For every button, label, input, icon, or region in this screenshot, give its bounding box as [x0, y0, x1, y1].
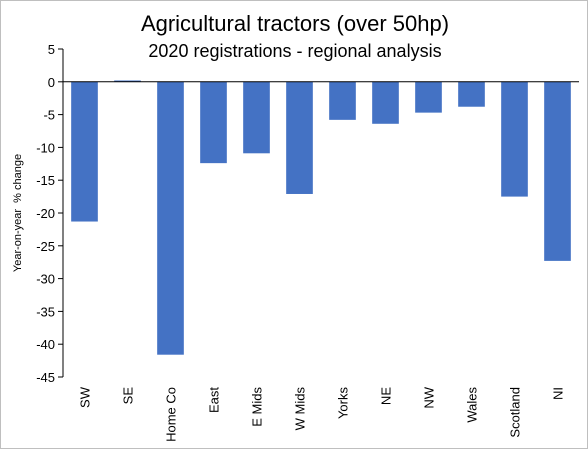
y-tick-label: -10	[36, 140, 55, 155]
bar-sw	[71, 81, 98, 222]
x-tick-label: Yorks	[336, 387, 351, 420]
bar-yorks	[329, 81, 356, 120]
x-tick-label: Scotland	[508, 387, 523, 438]
y-tick-label: -35	[36, 304, 55, 319]
y-tick-label: -20	[36, 206, 55, 221]
x-tick-label: E Mids	[250, 387, 265, 427]
bar-home-co	[157, 81, 184, 355]
y-tick-label: -15	[36, 173, 55, 188]
x-tick-label: NW	[422, 386, 437, 408]
bar-scotland	[501, 81, 528, 197]
x-tick-label: NE	[379, 387, 394, 405]
bar-wales	[458, 81, 485, 107]
bar-w-mids	[286, 81, 313, 194]
x-tick-label: East	[207, 387, 222, 413]
x-tick-label: SE	[121, 387, 136, 405]
x-tick-label: Wales	[465, 387, 480, 423]
y-tick-label: 5	[48, 42, 55, 57]
y-tick-label: 0	[48, 75, 55, 90]
x-tick-label: SW	[78, 386, 93, 408]
y-tick-label: -25	[36, 239, 55, 254]
bar-e-mids	[243, 81, 270, 154]
y-tick-label: -45	[36, 370, 55, 385]
bar-nw	[415, 81, 442, 113]
y-tick-label: -40	[36, 337, 55, 352]
y-tick-label: -5	[43, 108, 55, 123]
x-tick-label: Home Co	[164, 387, 179, 442]
chart-title: Agricultural tractors (over 50hp)	[140, 11, 450, 36]
bar-ne	[372, 81, 399, 124]
chart-subtitle: 2020 registrations - regional analysis	[148, 41, 442, 61]
x-tick-label: W Mids	[293, 387, 308, 431]
bar-se	[114, 80, 141, 82]
bar-ni	[544, 81, 571, 261]
x-tick-label: NI	[551, 387, 566, 400]
bar-east	[200, 81, 227, 164]
y-tick-label: -30	[36, 272, 55, 287]
